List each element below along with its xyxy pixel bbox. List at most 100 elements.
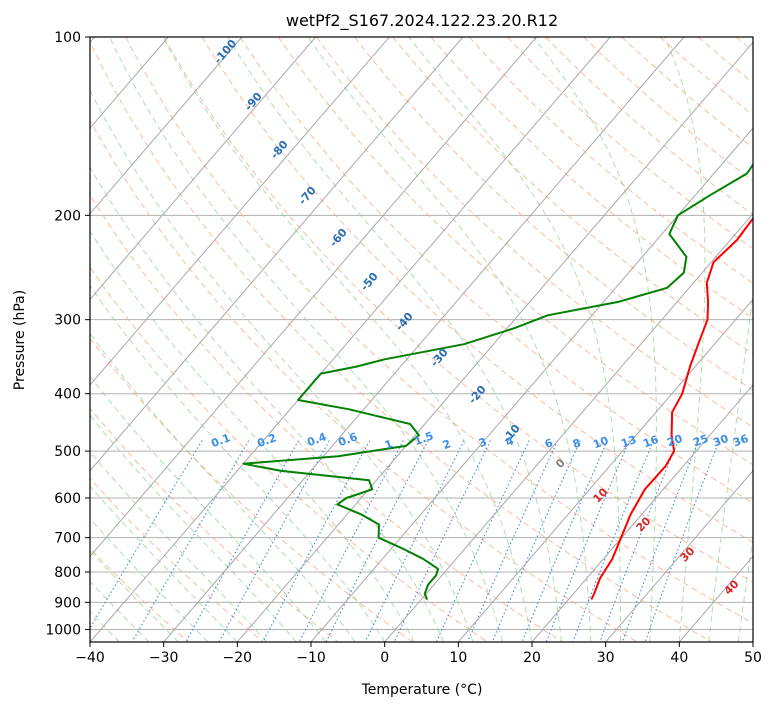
x-tick-label: 20 bbox=[523, 650, 541, 666]
isotherm bbox=[90, 37, 538, 558]
mixing-ratio-label: 1 bbox=[383, 437, 395, 452]
mixing-ratio-line bbox=[545, 440, 630, 642]
dry-adiabat bbox=[90, 337, 414, 642]
y-tick-label: 500 bbox=[54, 444, 81, 460]
isotherm bbox=[384, 212, 753, 642]
moist-adiabat bbox=[90, 485, 238, 642]
plot-area: -100-90-80-70-60-50-40-30-20-100.1 0.2 0.4… bbox=[90, 37, 753, 642]
mixing-ratio-line bbox=[364, 440, 465, 642]
dry-adiabat bbox=[316, 37, 753, 428]
mixing-ratio-label: 0.6 bbox=[336, 430, 359, 449]
mixing-ratio-line bbox=[491, 440, 581, 642]
mixing-ratio-line bbox=[131, 440, 250, 642]
mixing-ratio-label: 10 bbox=[591, 434, 610, 452]
mixing-ratio-label: 1.5 bbox=[412, 429, 435, 448]
isotherm bbox=[457, 298, 753, 642]
temperature-line bbox=[590, 216, 753, 600]
x-tick-label: 50 bbox=[744, 650, 762, 666]
y-tick-label: 400 bbox=[54, 387, 81, 403]
x-tick-label: 40 bbox=[670, 650, 688, 666]
dry-adiabat bbox=[392, 37, 753, 355]
mixing-ratio-label: 16 bbox=[641, 433, 660, 451]
mixing-ratio-line bbox=[644, 440, 720, 642]
mixing-ratio-lines bbox=[90, 440, 720, 642]
dry-adiabat bbox=[90, 40, 712, 642]
dry-adiabat bbox=[583, 37, 753, 182]
mixing-ratio-label: 13 bbox=[619, 433, 638, 450]
y-tick-label: 100 bbox=[54, 30, 81, 46]
mixing-ratio-label: 8 bbox=[571, 436, 583, 451]
x-tick-label: 30 bbox=[597, 650, 615, 666]
dry-adiabat bbox=[125, 37, 753, 624]
mixing-ratio-line bbox=[185, 440, 299, 642]
moist-adiabat bbox=[90, 89, 474, 642]
mixing-ratio-line bbox=[393, 440, 491, 642]
mixing-ratio-label: 36 bbox=[731, 432, 750, 450]
dry-adiabat bbox=[239, 37, 753, 504]
chart-title: wetPf2_S167.2024.122.23.20.R12 bbox=[286, 11, 558, 31]
dry-adiabat bbox=[621, 37, 753, 149]
profile-lines bbox=[242, 162, 753, 600]
y-tick-label: 900 bbox=[54, 595, 81, 611]
isotherm bbox=[310, 127, 753, 642]
mixing-ratio-line bbox=[325, 440, 429, 642]
isotherm bbox=[90, 37, 611, 642]
x-tick-label: −30 bbox=[149, 650, 179, 666]
mixing-ratio-line bbox=[298, 440, 404, 642]
dry-adiabat bbox=[90, 119, 638, 642]
dry-adiabat bbox=[90, 194, 563, 642]
dry-adiabat bbox=[468, 37, 753, 284]
mixing-ratio-label: 25 bbox=[691, 432, 710, 449]
y-tick-label: 700 bbox=[54, 531, 81, 547]
x-tick-label: 10 bbox=[449, 650, 467, 666]
dry-adiabat bbox=[201, 37, 753, 543]
mixing-ratio-label: 2 bbox=[441, 437, 453, 452]
x-axis-label: Temperature (°C) bbox=[361, 682, 483, 698]
x-tick-label: −40 bbox=[75, 650, 105, 666]
isotherm bbox=[90, 37, 464, 472]
y-tick-label: 200 bbox=[54, 208, 81, 224]
mixing-ratio-label: 4 bbox=[504, 434, 516, 449]
moist-adiabat bbox=[663, 37, 706, 642]
dry-adiabat bbox=[507, 37, 753, 250]
mixing-ratio-line bbox=[521, 440, 608, 642]
dry-adiabat bbox=[90, 407, 339, 642]
isotherm bbox=[90, 37, 390, 386]
dewpoint-line bbox=[242, 162, 753, 600]
isotherm bbox=[90, 37, 317, 301]
dry-adiabat bbox=[163, 37, 753, 583]
isotherm bbox=[236, 41, 753, 642]
mixing-ratio-label: 3 bbox=[477, 435, 489, 450]
mixing-ratio-label: 20 bbox=[665, 432, 684, 450]
mixing-ratio-line bbox=[621, 440, 700, 642]
moist-adiabat bbox=[532, 37, 657, 642]
mixing-ratio-line bbox=[599, 440, 679, 642]
mixing-ratio-label: 0.1 bbox=[209, 431, 232, 450]
isotherm bbox=[605, 469, 753, 642]
moist-adiabat bbox=[90, 375, 327, 642]
moist-adiabat bbox=[90, 332, 356, 642]
moist-adiabat bbox=[90, 518, 209, 642]
dry-adiabat bbox=[354, 37, 753, 391]
mixing-ratio-line bbox=[572, 440, 655, 642]
y-axis-label: Pressure (hPa) bbox=[12, 290, 28, 390]
moist-adiabat bbox=[227, 37, 562, 642]
mixing-ratio-label: 6 bbox=[543, 436, 555, 451]
x-tick-label: −10 bbox=[296, 650, 326, 666]
dry-adiabat bbox=[90, 477, 264, 642]
y-tick-label: 800 bbox=[54, 565, 81, 581]
isotherm bbox=[163, 37, 685, 642]
axes-ticks: −40 −30 −20 −10 0 10 20 30 40 5010020030040050060… bbox=[45, 30, 762, 666]
mixing-ratio-label: 0.4 bbox=[305, 430, 328, 449]
mixing-ratio-line bbox=[435, 440, 530, 642]
isotherm bbox=[90, 37, 243, 215]
plot-frame bbox=[89, 36, 754, 643]
mixing-ratio-line bbox=[466, 440, 559, 642]
moist-adiabat bbox=[162, 37, 533, 642]
moist-adiabat bbox=[90, 230, 415, 642]
dry-adiabats bbox=[90, 37, 753, 642]
y-tick-label: 600 bbox=[54, 491, 81, 507]
horizontal-grid bbox=[90, 37, 753, 630]
